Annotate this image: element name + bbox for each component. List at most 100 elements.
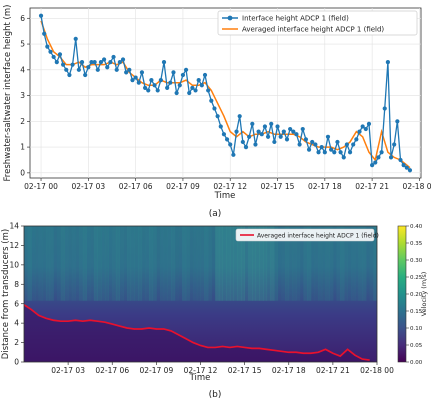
panel-a-interface-point bbox=[117, 59, 122, 65]
panel-a-interface-point bbox=[165, 85, 170, 90]
panel-b-x-tick-label: 02-17 09 bbox=[140, 366, 174, 375]
panel-a-y-axis-label: Freshwater-saltwater interface height (m… bbox=[3, 5, 13, 182]
panel-a-interface-point bbox=[256, 129, 261, 134]
panel-a-interface-point bbox=[360, 124, 365, 129]
panel-a-interface-point bbox=[297, 142, 302, 147]
panel-b-heatmap-cell bbox=[64, 226, 69, 301]
colorbar-tick-label: 0.30 bbox=[410, 258, 423, 264]
panel-a-legend-label-avg: Averaged interface height ADCP 1 (field) bbox=[242, 26, 384, 34]
panel-b-heatmap-cell bbox=[108, 226, 113, 301]
panel-a-interface-point bbox=[102, 57, 107, 62]
panel-b-heatmap-cell bbox=[321, 226, 326, 301]
panel-a-interface-point bbox=[127, 67, 132, 72]
panel-a-interface-point bbox=[89, 59, 94, 65]
panel-b-y-tick-label: 8 bbox=[14, 280, 19, 289]
panel-a-y-tick-label: 3 bbox=[20, 91, 25, 100]
panel-b-heatmap-cell bbox=[134, 226, 139, 301]
panel-a-interface-point bbox=[139, 70, 145, 75]
panel-b-heatmap-cell bbox=[152, 226, 157, 301]
panel-b-heatmap-cell bbox=[200, 226, 205, 301]
panel-a-interface-point bbox=[240, 139, 245, 145]
panel-a-interface-point bbox=[322, 150, 327, 155]
panel-b-heatmap-cell bbox=[292, 226, 297, 301]
panel-b-heatmap-cell bbox=[42, 226, 47, 301]
colorbar-tick-label: 0.20 bbox=[410, 292, 423, 298]
panel-a-y-ticks: 0 1 2 3 4 5 6 bbox=[20, 14, 30, 177]
panel-b-heatmap-cell bbox=[307, 226, 312, 301]
panel-b-heatmap-cell bbox=[310, 226, 315, 301]
panel-b-heatmap-cell bbox=[160, 226, 165, 301]
panel-a-interface-point bbox=[48, 49, 53, 54]
panel-a-averaged-line bbox=[40, 20, 411, 169]
panel-a-interface-point bbox=[332, 150, 337, 155]
panel-b-y-tick-label: 2 bbox=[14, 338, 19, 347]
panel-b-y-ticks: 0 2 4 6 8 10 12 14 bbox=[9, 222, 24, 367]
colorbar bbox=[397, 225, 407, 363]
panel-b-heatmap-cell bbox=[196, 226, 201, 301]
colorbar-tick-label: 0.15 bbox=[410, 309, 423, 315]
panel-b-heatmap-cell bbox=[79, 226, 84, 301]
panel-a-interface-series bbox=[38, 13, 413, 173]
panel-a-interface-point bbox=[105, 65, 110, 70]
panel-b-heatmap-cell bbox=[53, 226, 58, 301]
panel-a-y-tick-label: 5 bbox=[20, 40, 25, 49]
panel-b-heatmap-cell bbox=[189, 226, 194, 301]
panel-b-heatmap-cell bbox=[233, 226, 238, 301]
panel-a-interface-point bbox=[237, 114, 242, 119]
colorbar-tick-label: 0.10 bbox=[410, 326, 423, 332]
panel-b-heatmap-cell bbox=[248, 226, 253, 301]
panel-a-x-tick-label: 02-17 06 bbox=[119, 182, 153, 191]
panel-a-interface-point bbox=[45, 44, 50, 49]
panel-b-heatmap-cell bbox=[259, 226, 264, 301]
panel-b-heatmap-cell bbox=[75, 226, 80, 301]
panel-b-heatmap-cell bbox=[325, 226, 330, 301]
panel-b-heatmap-cell bbox=[351, 226, 356, 301]
panel-a-interface-point bbox=[161, 59, 167, 65]
panel-b-heatmap-cell bbox=[373, 226, 377, 301]
panel-a-interface-point bbox=[199, 83, 204, 88]
panel-b-heatmap-cell bbox=[104, 226, 109, 301]
panel-b-caption: (b) bbox=[209, 390, 222, 400]
panel-a-interface-point bbox=[275, 124, 280, 129]
panel-a-interface-point bbox=[262, 124, 268, 129]
panel-a-interface-point bbox=[259, 132, 264, 137]
panel-a-interface-point bbox=[212, 106, 217, 111]
panel-a-interface-point bbox=[231, 152, 236, 157]
panel-a-interface-point bbox=[329, 147, 334, 152]
panel-a-interface-point bbox=[379, 150, 384, 155]
panel-a-x-tick-label: 02-18 00 bbox=[403, 182, 431, 191]
panel-b-heatmap-cell bbox=[285, 226, 290, 301]
panel-a-interface-point bbox=[253, 142, 258, 147]
panel-a-x-tick-label: 02-17 03 bbox=[71, 182, 105, 191]
panel-a-interface-point bbox=[316, 150, 321, 155]
panel-b-heatmap-cell bbox=[358, 226, 363, 301]
panel-a-y-tick-label: 2 bbox=[20, 117, 25, 126]
panel-a-interface-point bbox=[54, 59, 59, 65]
panel-a-interface-point bbox=[209, 98, 214, 103]
panel-b-interface-series bbox=[24, 303, 370, 361]
panel-b-heatmap-cell bbox=[240, 226, 246, 301]
panel-a-interface-point bbox=[57, 52, 63, 57]
colorbar-tick-label: 0.05 bbox=[410, 343, 423, 349]
panel-a-interface-point bbox=[196, 78, 201, 83]
panel-b-heatmap-cell bbox=[178, 226, 183, 301]
panel-b-heatmap-cell bbox=[35, 226, 40, 301]
panel-a-interface-point bbox=[206, 88, 211, 93]
colorbar-tick-label: 0.25 bbox=[410, 275, 423, 281]
panel-b-heatmap-cell bbox=[27, 226, 32, 301]
panel-a-interface-point bbox=[120, 57, 126, 62]
colorbar-tick-label: 0.00 bbox=[410, 360, 423, 366]
panel-a-y-tick-label: 0 bbox=[20, 168, 25, 177]
panel-b-heatmap-cell bbox=[365, 226, 371, 301]
panel-b-heatmap-cell bbox=[274, 226, 279, 301]
panel-b-heatmap-cell bbox=[82, 226, 87, 301]
panel-b-y-tick-label: 0 bbox=[14, 358, 19, 367]
panel-a-interface-point bbox=[407, 168, 413, 173]
panel-a-interface-point bbox=[392, 142, 397, 147]
panel-a-legend: Interface height ADCP 1 (field) Averaged… bbox=[217, 10, 418, 36]
panel-b-heatmap-cell bbox=[347, 226, 352, 301]
panel-b-heatmap-cell bbox=[277, 226, 282, 301]
panel-a-interface-point bbox=[370, 163, 375, 168]
panel-b-x-tick-label: 02-17 06 bbox=[95, 366, 129, 375]
